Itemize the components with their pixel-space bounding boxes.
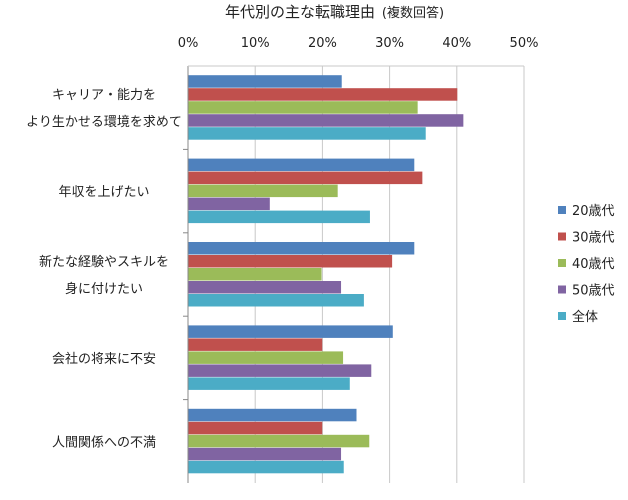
- bar-50歳代: [188, 364, 372, 377]
- bar-全体: [188, 377, 350, 390]
- bar-50歳代: [188, 197, 270, 211]
- x-tick-label: 40%: [442, 36, 471, 51]
- legend-label: 20歳代: [572, 204, 615, 219]
- bar-50歳代: [188, 281, 342, 294]
- bar-30歳代: [188, 255, 393, 268]
- legend-label: 30歳代: [572, 231, 615, 246]
- bar-40歳代: [188, 184, 338, 198]
- bar-全体: [188, 294, 364, 307]
- x-tick-label: 10%: [241, 36, 270, 51]
- bar-30歳代: [188, 421, 323, 435]
- x-tick-label: 20%: [308, 36, 337, 51]
- bar-全体: [188, 460, 344, 474]
- bar-50歳代: [188, 114, 464, 127]
- bar-40歳代: [188, 101, 418, 114]
- x-tick-label: 0%: [178, 36, 199, 51]
- category-label: 人間関係への不満: [52, 435, 156, 450]
- category-label: 新たな経験やスキルを: [39, 254, 169, 270]
- bar-20歳代: [188, 325, 393, 338]
- bar-40歳代: [188, 434, 370, 448]
- chart-subtitle: (複数回答): [382, 5, 444, 21]
- legend-label: 50歳代: [572, 284, 615, 299]
- legend-swatch: [558, 232, 566, 241]
- x-tick-label: 50%: [510, 36, 539, 51]
- bar-30歳代: [188, 338, 323, 351]
- bar-40歳代: [188, 268, 322, 281]
- category-label: 会社の将来に不安: [52, 351, 156, 367]
- legend-label: 全体: [572, 309, 598, 325]
- bar-30歳代: [188, 88, 458, 101]
- bar-全体: [188, 210, 370, 224]
- bar-50歳代: [188, 447, 342, 461]
- bar-全体: [188, 127, 426, 140]
- bar-20歳代: [188, 158, 415, 172]
- legend-swatch: [558, 259, 566, 267]
- category-label: より生かせる環境を求めて: [26, 115, 182, 130]
- category-label: 身に付けたい: [65, 281, 143, 297]
- bar-20歳代: [188, 75, 342, 88]
- legend-swatch: [558, 206, 566, 214]
- legend-swatch: [558, 285, 566, 294]
- category-label: 年収を上げたい: [58, 185, 149, 200]
- bar-20歳代: [188, 242, 415, 255]
- x-tick-label: 30%: [375, 36, 404, 51]
- legend-swatch: [558, 312, 566, 320]
- category-label: キャリア・能力を: [52, 88, 156, 103]
- chart-title: 年代別の主な転職理由: [225, 3, 375, 21]
- bar-40歳代: [188, 351, 344, 364]
- legend-label: 40歳代: [572, 257, 615, 272]
- bar-30歳代: [188, 171, 423, 185]
- bar-20歳代: [188, 408, 357, 422]
